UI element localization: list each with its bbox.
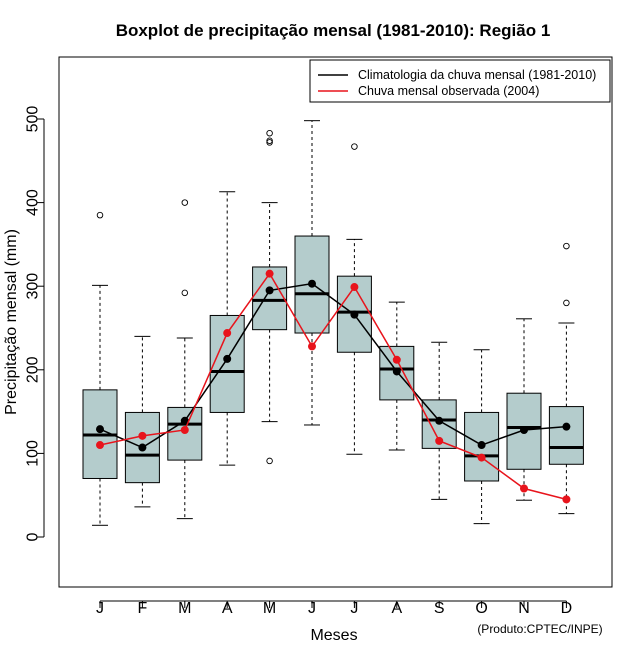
box-2: [124, 335, 160, 508]
outlier-point: [266, 139, 273, 146]
outlier-point: [181, 289, 189, 297]
series-point: [96, 441, 104, 450]
series-point: [435, 416, 444, 425]
box-8: [379, 301, 415, 451]
legend-label: Climatologia da chuva mensal (1981-2010): [358, 68, 596, 82]
boxplot-group: [82, 120, 584, 526]
y-axis: 0 100 200 300 400 500: [25, 106, 45, 541]
series-point: [562, 495, 571, 504]
x-tick-label: J: [350, 600, 358, 617]
outlier-point: [181, 199, 189, 206]
chart-title: Boxplot de precipitação mensal (1981-201…: [116, 21, 551, 40]
series-point: [138, 431, 147, 440]
series-line: [99, 272, 567, 501]
series-point: [265, 269, 274, 278]
series-point: [520, 425, 528, 434]
series-point: [350, 310, 359, 319]
outlier-point: [266, 457, 273, 465]
x-tick-label: M: [263, 600, 276, 617]
series-point: [520, 484, 528, 493]
series-line: [99, 282, 567, 449]
series-point: [138, 443, 147, 452]
box-6: [294, 120, 330, 426]
series-point: [223, 354, 232, 363]
series-point: [308, 342, 316, 351]
series-point: [392, 355, 401, 364]
outlier-point: [351, 143, 358, 150]
box-11: [506, 318, 542, 501]
x-axis-label: Meses: [310, 627, 357, 644]
outlier-point: [563, 299, 570, 307]
series-point: [350, 283, 359, 292]
y-tick-label: 500: [25, 106, 42, 133]
x-tick-label: J: [96, 600, 104, 617]
box-1: [82, 211, 118, 526]
series-point: [180, 425, 189, 434]
x-tick-label: J: [308, 600, 316, 617]
x-tick-label: S: [434, 600, 445, 617]
x-tick-label: D: [561, 600, 573, 617]
series-point: [435, 436, 444, 445]
plot-area-frame: [58, 56, 613, 588]
y-tick-label: 100: [25, 440, 42, 467]
box-7: [336, 143, 372, 455]
series-point: [477, 453, 486, 462]
box-4: [209, 191, 245, 466]
y-tick-label: 400: [25, 189, 42, 216]
x-tick-label: M: [178, 600, 191, 617]
outlier-point: [266, 137, 273, 144]
credit-text: (Produto:CPTEC/INPE): [477, 622, 602, 636]
outlier-point: [96, 211, 104, 219]
box-5: [252, 129, 288, 465]
outlier-point: [563, 242, 570, 250]
x-tick-label: A: [222, 600, 233, 617]
y-tick-label: 300: [25, 273, 42, 300]
legend: Climatologia da chuva mensal (1981-2010)…: [309, 59, 611, 103]
x-tick-label: F: [138, 600, 148, 617]
outlier-point: [266, 129, 273, 137]
x-tick-label: N: [518, 600, 530, 617]
legend-box: [309, 59, 611, 103]
y-axis-label: Precipitação mensal (mm): [3, 229, 20, 415]
box-10: [464, 349, 500, 525]
box-3: [167, 199, 203, 520]
x-tick-label: A: [391, 600, 402, 617]
x-tick-label: O: [475, 600, 487, 617]
series-point: [477, 441, 486, 450]
series-lines: [96, 269, 571, 504]
series-point: [180, 416, 189, 425]
series-point: [308, 279, 316, 288]
box-rect: [548, 406, 584, 465]
series-point: [96, 425, 104, 434]
y-tick-label: 200: [25, 356, 42, 383]
observed-2004-series: [96, 269, 571, 504]
series-point: [562, 422, 571, 431]
climatology-series: [96, 279, 571, 452]
series-point: [392, 367, 401, 376]
y-tick-label: 0: [25, 532, 42, 541]
legend-label: Chuva mensal observada (2004): [358, 84, 539, 98]
series-point: [265, 286, 274, 295]
series-point: [223, 329, 232, 338]
box-12: [548, 242, 584, 515]
